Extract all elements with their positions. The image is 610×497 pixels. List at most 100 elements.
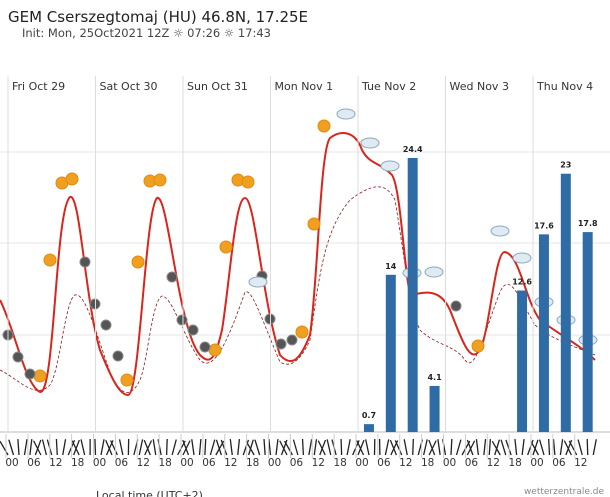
wind-barb <box>62 439 67 456</box>
value-label: 12.6 <box>512 278 532 287</box>
day-label: Sun Oct 31 <box>187 80 248 93</box>
value-label: 17.8 <box>578 219 598 228</box>
hour-label: 18 <box>71 457 84 469</box>
wind-barb <box>245 440 255 456</box>
hour-label: 12 <box>399 457 412 469</box>
wind-barb <box>138 439 144 456</box>
wind-barb <box>182 440 191 456</box>
wind-barb <box>532 439 539 456</box>
wind-barb <box>357 439 365 456</box>
wind-barb <box>143 439 151 456</box>
wind-barb <box>71 440 80 456</box>
wind-barb <box>34 439 42 456</box>
hour-label: 00 <box>268 457 281 469</box>
cloud-icon <box>512 252 532 264</box>
hour-label: 06 <box>552 457 566 469</box>
wind-barb <box>73 439 80 456</box>
wind-barb <box>475 439 480 456</box>
hour-label: 00 <box>5 457 18 469</box>
sun-icon <box>219 240 233 254</box>
value-label: 24.4 <box>403 145 423 154</box>
moon-icon <box>450 300 462 312</box>
wind-barb <box>412 438 414 456</box>
wind-barb <box>455 439 462 456</box>
hour-label: 00 <box>443 457 456 469</box>
precip-bar <box>517 290 528 432</box>
wind-barb <box>0 440 9 456</box>
hour-label: 18 <box>333 457 346 469</box>
moon-icon <box>79 256 91 268</box>
wind-barb <box>268 439 272 456</box>
wind-barb <box>191 439 195 456</box>
wind-barb <box>248 439 254 456</box>
moon-icon <box>24 368 36 380</box>
value-label: 23 <box>560 161 571 170</box>
sun-icon <box>241 175 255 189</box>
sunrise-icon: ☼ <box>173 26 184 40</box>
hour-label: 00 <box>355 457 368 469</box>
wind-barb <box>505 439 512 456</box>
precip-bar <box>538 234 549 432</box>
hour-label: 00 <box>93 457 106 469</box>
sun-icon <box>43 253 57 267</box>
wind-barb <box>538 439 545 456</box>
wind-barb <box>491 440 501 456</box>
hour-label: 00 <box>180 457 193 469</box>
wind-barb <box>577 439 583 456</box>
wind-barb <box>29 439 33 456</box>
wind-barb <box>301 438 305 456</box>
wind-barb <box>346 439 351 456</box>
wind-barb <box>500 439 507 456</box>
hour-label: 06 <box>377 457 391 469</box>
wind-barb <box>559 439 564 456</box>
wind-barb <box>319 439 327 456</box>
wind-barb <box>586 438 589 456</box>
init-line: Init: Mon, 25Oct2021 12Z ☼ 07:26 ☼ 17:43 <box>22 26 271 40</box>
precip-bar <box>385 274 396 432</box>
wind-barb <box>100 439 105 456</box>
moon-icon <box>176 314 188 326</box>
day-label: Fri Oct 29 <box>12 80 65 93</box>
precip-bar <box>429 385 440 432</box>
hour-label: 12 <box>224 457 237 469</box>
wind-barb <box>263 438 266 456</box>
wind-barb <box>80 439 86 456</box>
moon-icon <box>112 350 124 362</box>
precip-bar <box>407 157 418 432</box>
wind-barb <box>494 439 501 456</box>
weather-icons <box>33 119 485 387</box>
hour-label: 12 <box>574 457 587 469</box>
value-label: 14 <box>385 262 397 271</box>
wind-barb <box>41 439 48 456</box>
moon-icon <box>187 324 199 336</box>
sun-icon <box>120 373 134 387</box>
wind-barb <box>209 439 216 456</box>
wind-barbs <box>0 434 597 458</box>
wind-barb <box>428 439 436 456</box>
sunset-time: 17:43 <box>237 26 271 40</box>
wind-barb <box>198 439 202 456</box>
sun-icon <box>295 325 309 339</box>
hour-label: 06 <box>465 457 479 469</box>
precip-bar <box>582 232 593 432</box>
cloud-icon <box>490 225 510 237</box>
wind-barb <box>275 439 279 456</box>
hour-label: 06 <box>115 457 129 469</box>
hour-label: 18 <box>158 457 171 469</box>
precip-bar <box>560 173 571 432</box>
wind-barb <box>292 439 299 456</box>
wind-barb <box>437 439 441 456</box>
hour-label: 06 <box>290 457 304 469</box>
day-label: Tue Nov 2 <box>361 80 416 93</box>
wind-barb <box>356 440 365 456</box>
hour-label: 06 <box>202 457 216 469</box>
cloud-icon <box>248 276 268 288</box>
wind-barb <box>118 439 124 456</box>
sunset-icon: ☼ <box>223 26 235 40</box>
wind-barb <box>105 440 113 456</box>
wind-barb <box>326 439 332 456</box>
hour-label: 06 <box>27 457 41 469</box>
wind-barb <box>144 440 153 456</box>
day-label: Wed Nov 3 <box>450 80 509 93</box>
value-label: 4.1 <box>427 373 442 382</box>
